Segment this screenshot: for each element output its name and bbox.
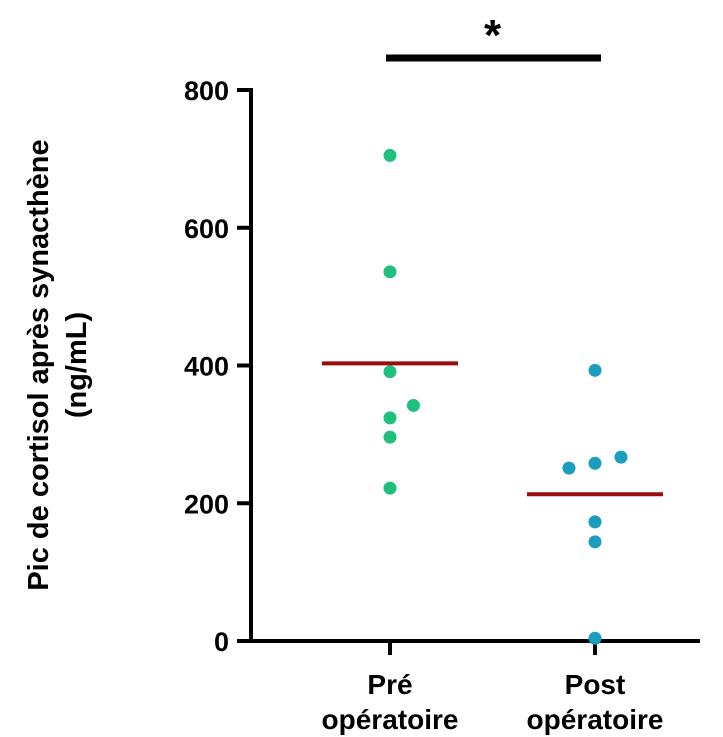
data-point <box>588 631 602 645</box>
x-ticks: Pré opératoire Post opératoire <box>322 641 664 735</box>
y-ticks: 0 200 400 600 800 <box>184 76 251 657</box>
data-point <box>383 481 397 495</box>
data-point <box>383 365 397 379</box>
data-point <box>383 430 397 444</box>
x-category-label-line2: opératoire <box>322 704 459 735</box>
y-axis-title-line1: Pic de cortisol après synacthène <box>23 139 55 590</box>
data-point <box>562 461 576 475</box>
x-category-label-line1: Post <box>565 669 626 700</box>
data-point <box>383 265 397 279</box>
mean-lines <box>322 361 663 497</box>
y-tick-label: 0 <box>214 627 229 657</box>
y-tick-label: 400 <box>184 352 229 382</box>
y-tick-label: 600 <box>184 214 229 244</box>
data-point <box>588 535 602 549</box>
data-point <box>588 515 602 529</box>
data-point <box>588 456 602 470</box>
significance-star: * <box>484 11 502 60</box>
axes <box>249 88 700 643</box>
data-points <box>383 148 628 645</box>
data-point <box>383 411 397 425</box>
y-tick-label: 200 <box>184 489 229 519</box>
x-category-label-line2: opératoire <box>527 704 664 735</box>
significance-annotation: * <box>386 11 601 62</box>
x-category-label-line1: Pré <box>367 669 412 700</box>
y-tick-label: 800 <box>184 76 229 106</box>
data-point <box>406 398 420 412</box>
data-point <box>383 148 397 162</box>
data-point <box>588 363 602 377</box>
y-axis-title-line2: (ng/mL) <box>61 312 93 418</box>
data-point <box>614 450 628 464</box>
